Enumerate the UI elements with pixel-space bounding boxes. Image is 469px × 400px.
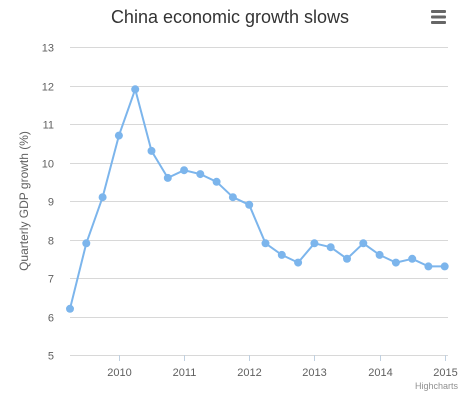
y-tick-label-13: 13: [42, 43, 54, 55]
y-tick-label-9: 9: [48, 197, 54, 209]
data-point-12: [261, 239, 270, 248]
data-point-22: [424, 262, 433, 271]
credits-link[interactable]: Highcharts: [415, 381, 459, 391]
data-point-13: [277, 250, 286, 259]
data-point-9: [212, 177, 221, 186]
y-axis-title: Quarterly GDP growth (%): [17, 131, 31, 271]
data-point-21: [408, 254, 417, 263]
menu-button[interactable]: [425, 5, 451, 29]
data-point-19: [375, 250, 384, 259]
data-point-1: [82, 239, 91, 248]
data-point-7: [180, 166, 189, 175]
x-tick-label-2012: 2012: [237, 367, 261, 379]
data-point-6: [163, 173, 172, 182]
x-tick-label-2011: 2011: [173, 367, 197, 379]
y-tick-label-8: 8: [48, 236, 54, 248]
grid-lines: [70, 47, 448, 356]
series-line-0: [69, 88, 446, 310]
data-point-15: [310, 239, 319, 248]
series-growth: [66, 85, 449, 313]
data-point-2: [98, 193, 107, 202]
x-tick-label-2013: 2013: [302, 367, 326, 379]
y-tick-label-10: 10: [42, 159, 54, 171]
data-point-8: [196, 170, 205, 179]
data-point-0: [66, 304, 74, 313]
data-point-4: [131, 85, 140, 94]
data-point-17: [343, 254, 351, 263]
x-axis: 2010 2011 2012 2013 2014 2015: [107, 355, 458, 379]
data-point-10: [228, 193, 237, 202]
y-axis-labels: 5 6 7 8 9 10 11 12 13: [42, 43, 54, 363]
x-tick-label-2010: 2010: [107, 367, 131, 379]
y-tick-label-6: 6: [48, 313, 54, 325]
y-tick-label-12: 12: [42, 82, 54, 94]
hamburger-menu-icon: [431, 10, 446, 24]
y-tick-label-11: 11: [43, 120, 54, 132]
data-point-23: [440, 262, 449, 271]
data-point-3: [114, 131, 123, 140]
data-point-18: [359, 239, 368, 248]
y-tick-label-5: 5: [48, 351, 54, 363]
data-point-20: [391, 258, 400, 267]
y-tick-label-7: 7: [48, 274, 54, 286]
data-point-16: [326, 243, 335, 252]
x-tick-label-2015: 2015: [433, 367, 457, 379]
chart-title: China economic growth slows: [111, 7, 349, 27]
data-point-11: [245, 200, 254, 209]
x-tick-label-2014: 2014: [368, 367, 392, 379]
data-point-14: [294, 258, 303, 267]
data-point-5: [147, 146, 156, 155]
